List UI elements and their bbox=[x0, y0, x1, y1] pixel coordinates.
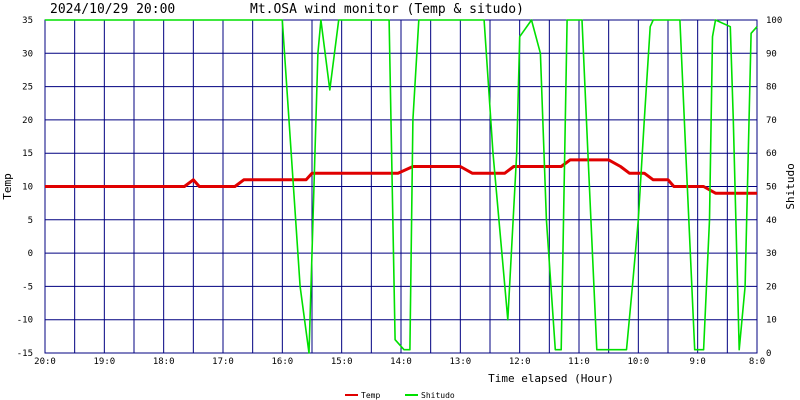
chart-title: Mt.OSA wind monitor (Temp & situdo) bbox=[250, 2, 524, 17]
left-tick-label: 10 bbox=[22, 183, 33, 193]
x-tick-label: 18:0 bbox=[153, 357, 175, 367]
series-lines bbox=[45, 19, 758, 354]
left-tick-label: 0 bbox=[28, 249, 33, 259]
x-tick-label: 17:0 bbox=[212, 357, 234, 367]
left-tick-label: -15 bbox=[17, 349, 33, 359]
right-tick-label: 50 bbox=[766, 183, 777, 193]
right-tick-label: 90 bbox=[766, 49, 777, 59]
x-tick-label: 13:0 bbox=[449, 357, 471, 367]
x-tick-label: 11:0 bbox=[568, 357, 590, 367]
left-tick-label: 30 bbox=[22, 49, 33, 59]
left-axis-ticks: 35 30 25 20 15 10 5 0 -5 -10 -15 bbox=[17, 16, 33, 359]
x-tick-label: 12:0 bbox=[509, 357, 531, 367]
x-tick-label: 10:0 bbox=[627, 357, 649, 367]
x-axis-label: Time elapsed (Hour) bbox=[488, 372, 614, 385]
x-tick-label: 14:0 bbox=[390, 357, 412, 367]
x-tick-label: 9:0 bbox=[690, 357, 706, 367]
right-tick-label: 20 bbox=[766, 282, 777, 292]
left-tick-label: -10 bbox=[17, 316, 33, 326]
right-tick-label: 30 bbox=[766, 249, 777, 259]
right-tick-label: 80 bbox=[766, 83, 777, 93]
right-tick-label: 100 bbox=[766, 16, 782, 26]
left-axis-label: Temp bbox=[1, 173, 14, 200]
temp-line bbox=[45, 158, 757, 195]
shitudo-line bbox=[45, 19, 758, 354]
right-tick-label: 70 bbox=[766, 116, 777, 126]
left-tick-label: -5 bbox=[22, 282, 33, 292]
left-tick-label: 15 bbox=[22, 149, 33, 159]
left-tick-label: 25 bbox=[22, 83, 33, 93]
timestamp-label: 2024/10/29 20:00 bbox=[50, 2, 175, 17]
right-tick-label: 10 bbox=[766, 316, 777, 326]
x-tick-label: 20:0 bbox=[34, 357, 56, 367]
right-tick-label: 0 bbox=[766, 349, 771, 359]
right-tick-label: 40 bbox=[766, 216, 777, 226]
legend-label: Temp bbox=[361, 391, 380, 400]
legend: Temp Shitudo bbox=[345, 391, 455, 400]
left-tick-label: 20 bbox=[22, 116, 33, 126]
x-tick-label: 16:0 bbox=[271, 357, 293, 367]
right-axis-label: Shitudo bbox=[784, 163, 797, 209]
x-tick-label: 8:0 bbox=[749, 357, 765, 367]
x-tick-label: 19:0 bbox=[93, 357, 115, 367]
right-tick-label: 60 bbox=[766, 149, 777, 159]
left-tick-label: 35 bbox=[22, 16, 33, 26]
x-axis-ticks: 20:0 19:0 18:0 17:0 16:0 15:0 14:0 13:0 12:0 11:0… bbox=[34, 357, 765, 367]
legend-label: Shitudo bbox=[421, 391, 455, 400]
left-tick-label: 5 bbox=[28, 216, 33, 226]
x-tick-label: 15:0 bbox=[331, 357, 353, 367]
